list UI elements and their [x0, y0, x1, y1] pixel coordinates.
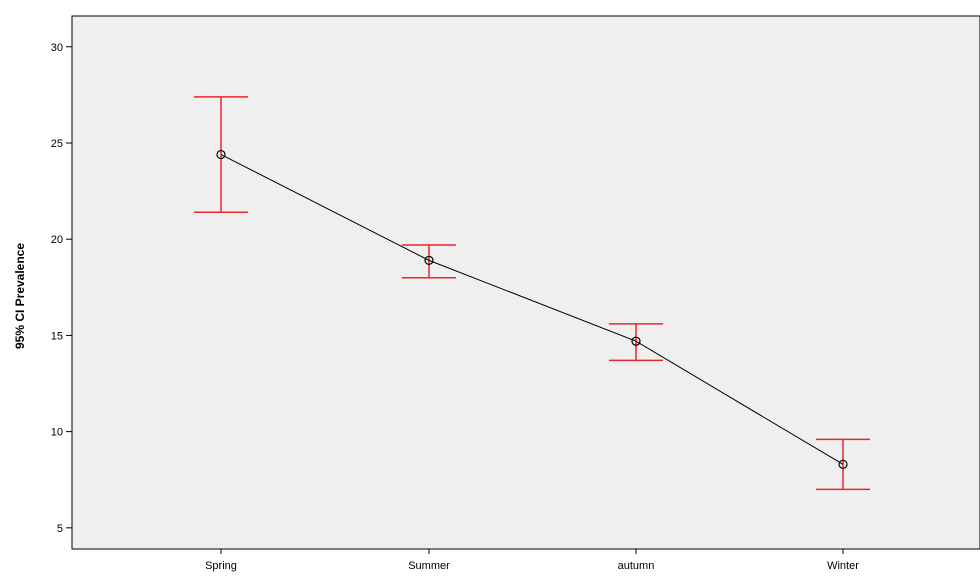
y-tick-label: 10 [51, 427, 63, 439]
mean-line [220, 154, 844, 465]
y-tick-label: 30 [51, 42, 63, 54]
x-tick-label: autumn [618, 560, 655, 572]
plot-area [71, 15, 980, 550]
x-tick-label: Spring [205, 560, 237, 572]
x-tick-label: Winter [827, 560, 859, 572]
mean-point [631, 336, 641, 346]
x-axis: Spring Summer autumn Winter [205, 549, 859, 572]
mean-point [216, 149, 226, 160]
y-axis-title: 95% CI Prevalence [13, 243, 27, 349]
mean-point [424, 255, 434, 265]
y-axis: 5 10 15 20 25 30 [51, 42, 72, 535]
x-tick-label: Summer [408, 560, 450, 572]
mean-point [838, 459, 848, 469]
y-tick-label: 5 [57, 523, 63, 535]
y-tick-label: 15 [51, 330, 63, 342]
series-group [194, 96, 870, 491]
y-tick-label: 25 [51, 138, 63, 150]
y-tick-label: 20 [51, 234, 63, 246]
